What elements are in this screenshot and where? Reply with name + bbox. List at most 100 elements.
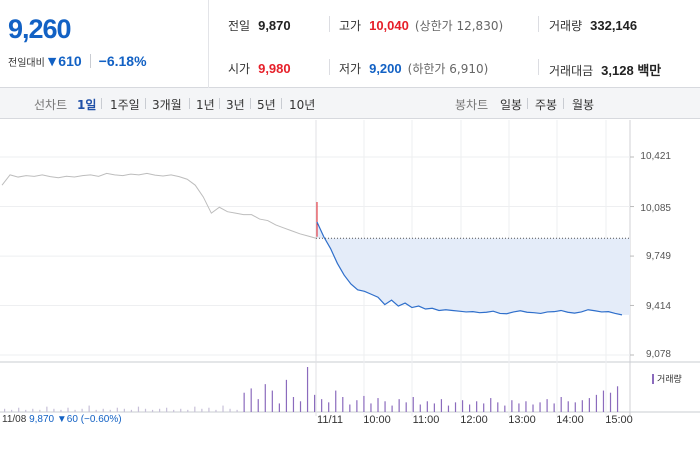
volume-bar — [173, 409, 175, 412]
volume-bar — [602, 390, 605, 412]
stat-label: 고가 — [339, 19, 362, 33]
tab-weekly-candle[interactable]: 주봉 — [535, 98, 558, 112]
y-tick-label: 10,421 — [640, 151, 671, 162]
tab-1day[interactable]: 1일 — [77, 98, 97, 112]
volume-bar — [109, 409, 111, 412]
prev-day-info: 11/08 9,870 ▼60 (−0.60%) — [2, 414, 122, 425]
volume-bar — [11, 409, 13, 412]
volume-bar — [229, 408, 231, 412]
volume-legend: 거래량 — [652, 372, 682, 385]
volume-bar — [476, 401, 478, 412]
stat-label: 저가 — [339, 62, 362, 76]
prev-day-rate: (−0.60%) — [80, 414, 122, 425]
stat-label: 거래대금 — [549, 64, 594, 78]
price-block: 9,260 전일대비 ▼ 610 −6.18% — [0, 0, 209, 88]
tab-3year[interactable]: 3년 — [226, 98, 245, 112]
volume-bar — [151, 409, 154, 412]
tab-divider — [189, 98, 190, 109]
volume-legend-swatch — [652, 373, 654, 384]
stat-label: 시가 — [228, 62, 251, 76]
x-tick-label: 14:00 — [556, 414, 584, 426]
tab-3month[interactable]: 3개월 — [152, 98, 182, 112]
tab-divider — [219, 98, 220, 109]
tab-monthly-candle[interactable]: 월봉 — [572, 98, 595, 112]
volume-bar — [412, 397, 414, 412]
stat-value: 332,146 — [590, 18, 638, 33]
volume-bar — [88, 405, 90, 412]
candle-chart-group-label: 봉차트 — [455, 98, 489, 112]
volume-bar — [321, 399, 323, 412]
tab-divider — [250, 98, 251, 109]
stat-value: 10,040 — [369, 18, 409, 33]
y-tick-label: 9,749 — [645, 251, 671, 262]
volume-bar — [595, 394, 598, 412]
volume-bar — [483, 403, 485, 412]
volume-bar — [539, 402, 541, 412]
tab-1year[interactable]: 1년 — [196, 98, 215, 112]
volume-bar — [356, 400, 358, 412]
price-chart-canvas — [0, 120, 700, 416]
change-label: 전일대비 — [8, 57, 45, 69]
volume-bar — [180, 408, 182, 412]
y-tick-label: 9,078 — [645, 349, 671, 360]
stat-label: 거래량 — [549, 19, 583, 33]
stat-value: 9,870 — [258, 18, 291, 33]
volume-bar — [567, 401, 569, 412]
stat-open: 시가 9,980 — [228, 60, 291, 77]
volume-bar — [278, 403, 280, 412]
volume-bar — [159, 408, 161, 412]
volume-bar — [18, 407, 20, 412]
column-divider — [538, 16, 539, 32]
volume-bar — [187, 409, 189, 412]
volume-bar — [497, 402, 499, 412]
volume-bar — [581, 400, 583, 412]
stat-volume: 거래량 332,146 — [549, 17, 637, 34]
volume-bar — [532, 404, 534, 412]
volume-bar — [222, 405, 224, 412]
stat-low: 저가 9,200 (하한가 6,910) — [339, 60, 488, 77]
prev-day-close: 9,870 — [29, 414, 55, 425]
upper-limit: (상한가 12,830) — [414, 19, 504, 33]
tab-5year[interactable]: 5년 — [257, 98, 276, 112]
volume-bar — [95, 409, 97, 412]
change-value: 610 — [58, 53, 82, 69]
price-chart[interactable]: 10,421 10,085 9,749 9,414 9,078 거래량 11/0… — [0, 120, 700, 450]
x-tick-label: 12:00 — [460, 414, 488, 426]
stat-value: 9,200 — [369, 61, 402, 76]
volume-bar — [264, 384, 266, 412]
volume-bar — [53, 408, 55, 412]
volume-legend-label: 거래량 — [657, 375, 682, 385]
volume-bar — [461, 400, 464, 412]
volume-bar — [194, 406, 196, 412]
volume-bar — [257, 399, 259, 412]
x-tick-label: 10:00 — [363, 414, 391, 426]
volume-bar — [144, 408, 147, 412]
stat-high: 고가 10,040 (상한가 12,830) — [339, 17, 503, 34]
volume-bar — [546, 399, 548, 412]
volume-bar — [560, 397, 562, 412]
x-tick-label: 13:00 — [508, 414, 536, 426]
volume-bar — [398, 399, 400, 412]
volume-bar — [250, 388, 252, 412]
x-tick-label: 15:00 — [605, 414, 633, 426]
volume-bar — [60, 409, 62, 412]
volume-bar — [328, 402, 330, 412]
volume-bar — [391, 405, 393, 412]
volume-bar — [25, 409, 27, 412]
volume-bar — [236, 409, 238, 412]
volume-bar — [123, 408, 125, 412]
y-tick-label: 9,414 — [645, 301, 671, 312]
volume-bar — [426, 401, 428, 412]
volume-bar — [553, 403, 555, 412]
volume-bar — [419, 404, 421, 412]
volume-bar — [102, 408, 104, 412]
volume-bar — [32, 408, 34, 412]
tab-daily-candle[interactable]: 일봉 — [500, 98, 523, 112]
change-divider — [89, 54, 91, 68]
stock-summary: 9,260 전일대비 ▼ 610 −6.18% 전일 9,870 시가 9,98… — [0, 0, 700, 88]
tab-1week[interactable]: 1주일 — [110, 98, 140, 112]
volume-bar — [490, 398, 492, 412]
y-tick-label: 10,085 — [640, 203, 671, 214]
tab-10year[interactable]: 10년 — [289, 98, 316, 112]
stat-trade-amount: 거래대금 3,128 백만 — [549, 60, 661, 79]
